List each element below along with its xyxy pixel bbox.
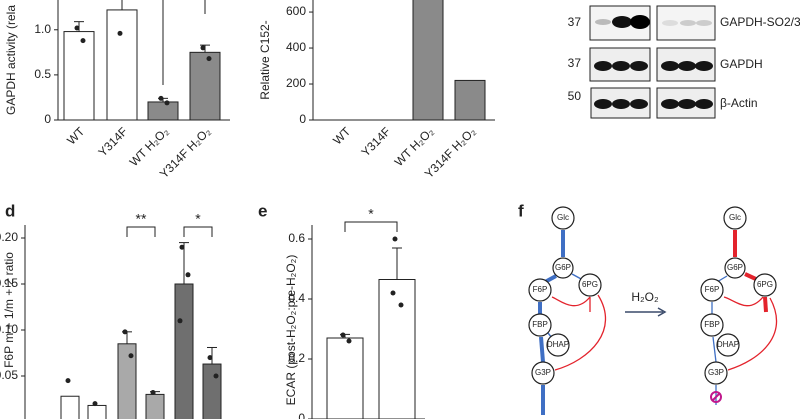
bar bbox=[60, 395, 80, 419]
significance-bracket bbox=[126, 226, 156, 237]
node-label: 6PG bbox=[582, 280, 598, 289]
significance-label: * bbox=[368, 206, 374, 222]
panel-label: f bbox=[518, 201, 524, 220]
node-label: G6P bbox=[555, 263, 571, 272]
y-tick-label: 0.15 bbox=[0, 276, 18, 290]
data-point bbox=[392, 236, 398, 242]
data-point bbox=[117, 30, 123, 36]
node-label: G3P bbox=[708, 368, 724, 377]
node-label: 6PG bbox=[757, 280, 773, 289]
node-label: F6P bbox=[705, 285, 720, 294]
y-tick-label: 0.20 bbox=[0, 230, 18, 244]
y-tick-label: 0.2 bbox=[288, 351, 305, 365]
panel-label: d bbox=[5, 201, 15, 220]
data-point bbox=[340, 332, 346, 338]
y-axis-label: F6P m + 1/m + 2 ratio bbox=[2, 252, 16, 368]
data-point bbox=[200, 45, 206, 51]
data-point bbox=[185, 272, 191, 278]
blot-label: GAPDH-SO2/3 bbox=[720, 15, 800, 29]
data-point bbox=[177, 318, 183, 324]
y-tick-label: 0.05 bbox=[0, 368, 18, 382]
data-point bbox=[346, 338, 352, 344]
mw-marker: 37 bbox=[568, 56, 582, 70]
bar bbox=[202, 363, 222, 419]
bar bbox=[412, 0, 444, 121]
bar bbox=[145, 393, 165, 419]
data-point bbox=[65, 378, 71, 384]
y-tick-label: 0.5 bbox=[34, 67, 51, 81]
data-point bbox=[179, 244, 185, 250]
data-point bbox=[158, 95, 164, 101]
bar bbox=[63, 31, 95, 121]
y-tick-label: 0 bbox=[299, 112, 306, 126]
node-label: DHAP bbox=[547, 340, 569, 349]
bar bbox=[87, 404, 107, 419]
bar bbox=[454, 79, 486, 121]
bar bbox=[189, 51, 221, 121]
mw-marker: 50 bbox=[568, 89, 582, 103]
significance-label: * bbox=[195, 211, 201, 227]
bar bbox=[326, 337, 364, 419]
y-tick-label: 0 bbox=[298, 411, 305, 419]
significance-label: ** bbox=[136, 211, 147, 227]
bar bbox=[147, 101, 179, 121]
node-label: G3P bbox=[535, 368, 551, 377]
significance-bracket bbox=[344, 221, 398, 232]
y-axis-label: Relative C152- bbox=[258, 20, 272, 99]
y-tick-label: 200 bbox=[286, 76, 306, 90]
data-point bbox=[74, 25, 80, 31]
x-tick-label: WT bbox=[64, 124, 88, 148]
y-tick-label: 0.10 bbox=[0, 322, 18, 336]
y-tick-label: 1.0 bbox=[34, 22, 51, 36]
node-label: FBP bbox=[704, 320, 720, 329]
significance-bracket bbox=[183, 226, 213, 237]
data-point bbox=[207, 355, 213, 361]
y-axis-label: GAPDH activity (rela bbox=[4, 5, 18, 115]
y-tick-label: 600 bbox=[286, 4, 306, 18]
treatment-label: H₂O₂ bbox=[631, 290, 659, 304]
data-point bbox=[150, 390, 156, 396]
data-point bbox=[128, 353, 134, 359]
x-tick-label: Y314F bbox=[95, 124, 130, 159]
data-point bbox=[206, 56, 212, 62]
data-point bbox=[92, 401, 98, 407]
mw-marker: 37 bbox=[568, 15, 582, 29]
y-tick-label: 400 bbox=[286, 40, 306, 54]
western-blot: 37 37 50 GAPDH-SO2/3 GAPDH β-Actin bbox=[568, 5, 800, 119]
data-point bbox=[80, 38, 86, 44]
node-label: FBP bbox=[532, 320, 548, 329]
data-point bbox=[390, 290, 396, 296]
node-label: G6P bbox=[727, 263, 743, 272]
x-tick-label: Y314F bbox=[358, 124, 393, 159]
bar bbox=[378, 279, 416, 419]
bar bbox=[174, 283, 194, 419]
bar bbox=[106, 9, 138, 121]
x-tick-label: WT bbox=[330, 124, 354, 148]
y-tick-label: 0.6 bbox=[288, 231, 305, 245]
node-label: F6P bbox=[533, 285, 548, 294]
blot-label: GAPDH bbox=[720, 57, 763, 71]
data-point bbox=[164, 100, 170, 106]
data-point bbox=[213, 373, 219, 379]
data-point bbox=[122, 329, 128, 335]
y-axis-label: ECAR (post-H₂O₂:pre-H₂O₂) bbox=[284, 255, 298, 406]
panel-label: e bbox=[258, 201, 267, 220]
blot-label: β-Actin bbox=[720, 96, 758, 110]
pathway: f Glc G6P 6PG F6P FBP DHAP G3P H₂O₂ bbox=[518, 201, 777, 415]
data-point bbox=[398, 302, 404, 308]
y-tick-label: 0.4 bbox=[288, 291, 305, 305]
y-tick-label: 0 bbox=[44, 112, 51, 126]
node-label: DHAP bbox=[717, 340, 739, 349]
node-label: Glc bbox=[557, 213, 569, 222]
node-label: Glc bbox=[729, 213, 741, 222]
